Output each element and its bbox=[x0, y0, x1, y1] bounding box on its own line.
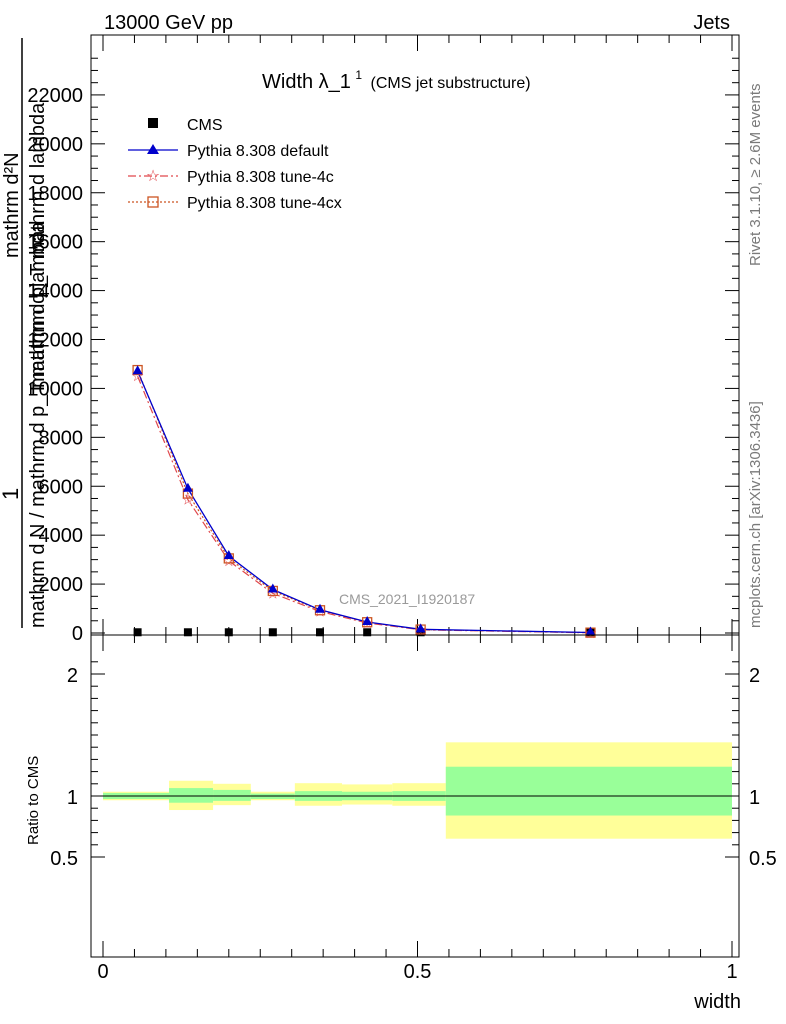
main-series-group: ☆☆☆☆☆☆☆☆ bbox=[131, 364, 597, 642]
default-point bbox=[415, 623, 426, 633]
y-tick-label: 0 bbox=[72, 623, 83, 645]
ratio-y-tick-label-right: 0.5 bbox=[749, 848, 777, 870]
ratio-band-inner bbox=[445, 766, 732, 816]
y-axis-label-top: mathrm d²N bbox=[1, 152, 23, 258]
default-point bbox=[182, 482, 193, 492]
x-tick-label: 0 bbox=[97, 961, 108, 983]
y-tick-label: 4000 bbox=[39, 525, 84, 547]
legend-marker-tune4c: ☆ bbox=[146, 166, 160, 185]
ratio-y-axis-label: Ratio to CMS bbox=[25, 756, 42, 845]
x-axis-label: width bbox=[693, 991, 741, 1013]
y-tick-label: 10000 bbox=[27, 378, 83, 400]
cms-data-point bbox=[316, 628, 325, 637]
default-point bbox=[223, 549, 234, 559]
legend: CMS Pythia 8.308 default ☆ Pythia 8.308 … bbox=[128, 117, 342, 212]
default-point bbox=[267, 583, 278, 593]
y-tick-label: 6000 bbox=[39, 476, 84, 498]
default-point bbox=[362, 615, 373, 625]
y-tick-label: 8000 bbox=[39, 427, 84, 449]
tune-4c-point: ☆ bbox=[266, 584, 279, 602]
default-point bbox=[585, 626, 596, 636]
plot-title-note: (CMS jet substructure) bbox=[371, 75, 531, 92]
ratio-band-inner bbox=[213, 789, 251, 801]
plot-title-main: Width λ_1 bbox=[262, 71, 351, 93]
y-tick-label: 18000 bbox=[27, 183, 83, 205]
analysis-watermark: CMS_2021_I1920187 bbox=[339, 591, 475, 607]
y-tick-label: 2000 bbox=[39, 574, 84, 596]
default-point bbox=[315, 603, 326, 613]
legend-marker-cms bbox=[148, 118, 158, 128]
y-axis-label-numerator: 1 bbox=[0, 488, 23, 500]
default-point bbox=[132, 365, 143, 375]
x-tick-label: 1 bbox=[726, 961, 737, 983]
legend-label-default: Pythia 8.308 default bbox=[187, 143, 329, 160]
ratio-y-tick-label-right: 2 bbox=[749, 665, 760, 687]
ratio-y-tick-label: 0.5 bbox=[50, 848, 78, 870]
y-tick-label: 14000 bbox=[27, 281, 83, 303]
cms-data-point bbox=[224, 628, 233, 637]
legend-label-cms: CMS bbox=[187, 117, 223, 134]
header-left: 13000 GeV pp bbox=[104, 12, 233, 34]
ratio-y-tick-label-right: 1 bbox=[749, 787, 760, 809]
ratio-bands bbox=[103, 742, 732, 839]
cms-data-point bbox=[133, 628, 142, 637]
cms-data-point bbox=[183, 628, 192, 637]
legend-marker-tune4cx bbox=[147, 196, 159, 208]
legend-marker-default bbox=[147, 144, 159, 154]
main-axis-ticks bbox=[91, 35, 739, 635]
y-axis-label-top2: mathrm d p_T mathrm d lambda bbox=[27, 102, 49, 388]
rivet-label: Rivet 3.1.10, ≥ 2.6M events bbox=[747, 84, 764, 267]
plot-title-sup: 1 bbox=[355, 68, 362, 82]
ratio-y-tick-labels: 0.5 0.5 1 1 2 2 bbox=[50, 665, 777, 870]
x-tick-label: 0.5 bbox=[404, 961, 432, 983]
plot-title: Width λ_1 1 (CMS jet substructure) bbox=[262, 66, 531, 93]
y-tick-label: 20000 bbox=[27, 134, 83, 156]
y-tick-label: 22000 bbox=[27, 85, 83, 107]
x-tick-labels: 0 0.5 1 bbox=[97, 961, 737, 983]
y-tick-label: 16000 bbox=[27, 232, 83, 254]
ratio-band-inner bbox=[169, 788, 214, 803]
y-tick-label: 12000 bbox=[27, 330, 83, 352]
cms-data-point bbox=[363, 628, 372, 637]
default-line bbox=[137, 371, 591, 634]
header-right: Jets bbox=[693, 12, 730, 34]
mcplots-label: mcplots.cern.ch [arXiv:1306.3436] bbox=[747, 401, 764, 628]
ratio-y-tick-label: 1 bbox=[67, 787, 78, 809]
legend-label-tune4c: Pythia 8.308 tune-4c bbox=[187, 169, 334, 186]
cms-data-point bbox=[268, 628, 277, 637]
ratio-axis-ticks bbox=[91, 635, 739, 957]
legend-label-tune4cx: Pythia 8.308 tune-4cx bbox=[187, 195, 342, 212]
ratio-y-tick-label: 2 bbox=[67, 665, 78, 687]
main-y-tick-labels: 0 2000 4000 6000 8000 10000 12000 14000 16000 180… bbox=[27, 85, 83, 645]
y-axis-label-denominator: mathrm d N / mathrm d p_T mathrm d lambd… bbox=[27, 221, 49, 628]
tune-4c-point: ☆ bbox=[181, 491, 194, 509]
